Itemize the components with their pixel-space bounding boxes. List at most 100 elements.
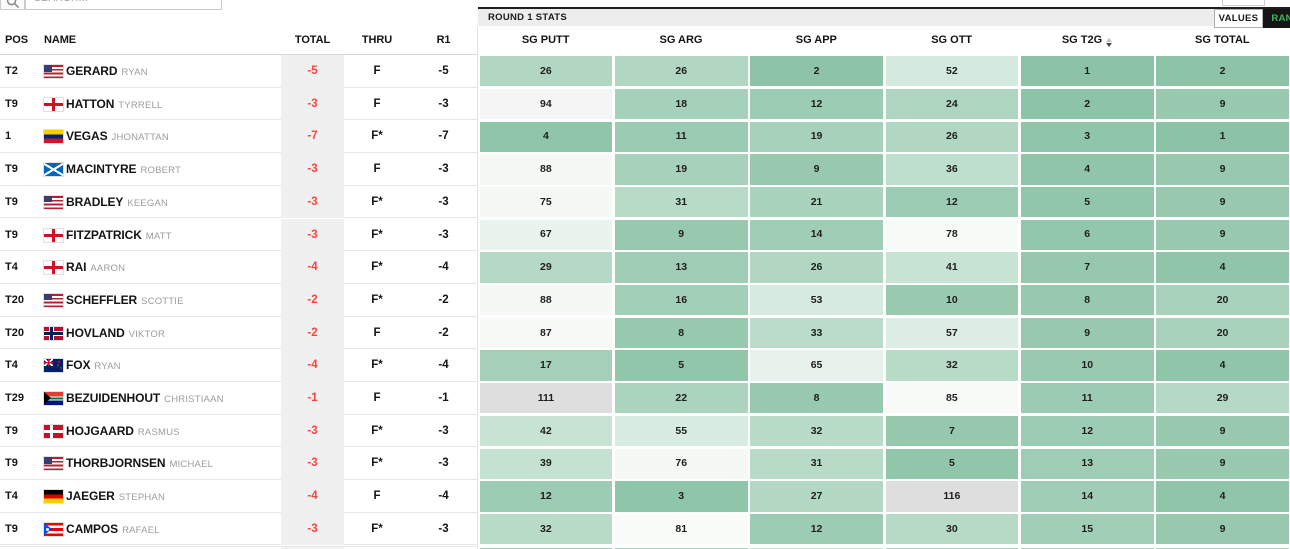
table-row[interactable]: T4 FOX RYAN -4 F* -4 17 5 65 32 10 4 [0,349,1290,382]
total-score: -4 [281,251,344,284]
player-name[interactable]: THORBJORNSEN MICHAEL [66,447,213,482]
player-last-name: BRADLEY [66,194,124,209]
stat-cell: 36 [885,154,1019,185]
stat-cell: 11 [1020,383,1154,414]
table-row[interactable]: T4 RAI AARON -4 F* -4 29 13 26 41 7 4 [0,251,1290,284]
stat-cell: 32 [750,415,883,447]
total-score: -3 [281,185,344,219]
name-column-header[interactable]: NAME [44,34,76,46]
stat-cell: 52 [885,56,1019,87]
stat-cell: 9 [1156,513,1289,545]
stat-cell: 26 [750,252,883,283]
position: T20 [5,293,24,306]
round1-score: -3 [438,424,449,437]
search-input[interactable] [25,0,222,10]
table-row[interactable]: T9 BRADLEY KEEGAN -3 F* -3 75 31 21 12 5 9 [0,185,1290,221]
stat-cell: 88 [479,285,613,316]
table-row[interactable]: 1 VEGAS JHONATTAN -7 F* -7 4 11 19 26 3 1 [0,120,1290,155]
stat-cell: 21 [750,186,883,218]
stat-column-header-sg-total[interactable]: SG TOTAL [1155,26,1290,55]
table-row[interactable]: T29 BEZUIDENHOUT CHRISTIAAN -1 F -1 111 22 8 85 11… [0,382,1290,415]
position: T29 [5,392,24,404]
stat-cell: 22 [614,383,748,414]
table-row[interactable]: T9 CAMPOS RAFAEL -3 F* -3 32 81 12 30 15 9 [0,512,1290,548]
r1-column-header[interactable]: R1 [436,34,451,46]
ranks-tab[interactable]: RANKS [1263,9,1290,28]
flag-eng-icon [44,97,63,111]
player-name[interactable]: HOJGAARD RASMUS [66,415,180,450]
stat-cell: 11 [614,121,748,152]
player-name[interactable]: CAMPOS RAFAEL [66,513,160,548]
player-name[interactable]: GERARD RYAN [66,55,148,90]
stat-cell: 4 [1156,481,1289,512]
total-column-header[interactable]: TOTAL [294,34,331,46]
table-row[interactable]: T4 JAEGER STEPHAN -4 F -4 12 3 27 116 14 4 [0,480,1290,513]
stat-cell: 9 [1156,448,1289,479]
player-name[interactable]: BEZUIDENHOUT CHRISTIAAN [66,382,224,417]
thru-status: F* [371,359,383,372]
table-divider [477,26,478,549]
thru-status: F* [371,130,383,143]
stat-cell: 26 [885,121,1019,152]
player-name[interactable]: SCHEFFLER SCOTTIE [66,284,184,319]
player-first-name: KEEGAN [127,197,169,209]
stat-column-header-sg-app[interactable]: SG APP [749,26,884,55]
stat-cell: 53 [750,285,883,316]
player-name[interactable]: HOVLAND VIKTOR [66,317,165,352]
player-name[interactable]: JAEGER STEPHAN [66,480,165,515]
table-row[interactable]: T9 HOJGAARD RASMUS -3 F* -3 42 55 32 7 12 9 [0,414,1290,450]
total-score: -3 [281,153,344,186]
stat-cell: 9 [614,219,748,250]
sort-icon[interactable] [1106,38,1113,47]
table-row[interactable]: T20 SCHEFFLER SCOTTIE -2 F* -2 88 16 53 10 8 20 [0,283,1290,319]
table-row[interactable]: T20 HOVLAND VIKTOR -2 F -2 87 8 33 57 9 20 [0,316,1290,352]
player-name[interactable]: MACINTYRE ROBERT [66,153,181,188]
flag-sco-icon [44,163,63,177]
stat-cell: 9 [1156,219,1289,250]
table-row[interactable]: T9 FITZPATRICK MATT -3 F* -3 67 9 14 78 6 9 [0,218,1290,254]
stat-column-label: SG PUTT [521,34,570,46]
round1-score: -3 [438,195,449,208]
magnifier-glyph [6,0,19,9]
stat-cell: 67 [479,219,613,250]
round1-score: -7 [438,130,449,143]
stat-cell: 19 [614,154,748,185]
flag-pri-icon [44,522,63,536]
player-name[interactable]: HATTON TYRRELL [66,88,162,123]
stat-cell: 5 [885,448,1019,479]
player-last-name: FITZPATRICK [66,227,142,242]
stat-cell: 78 [885,219,1019,250]
stat-column-label: SG T2G [1061,34,1103,46]
player-name[interactable]: VEGAS JHONATTAN [66,120,169,155]
player-name[interactable]: FOX RYAN [66,349,121,384]
stat-header-row: SG PUTT SG ARG SG APP SG OTT SG T2G SG TOTAL [0,26,1290,55]
total-score: -3 [281,447,344,481]
thru-status: F* [371,522,383,535]
player-last-name: HOJGAARD [66,423,134,438]
flag-eng-icon [44,261,63,275]
pos-column-header[interactable]: POS [5,34,28,46]
stat-cell: 2 [1020,88,1154,120]
player-first-name: MATT [145,230,172,242]
table-row[interactable]: T9 THORBJORNSEN MICHAEL -3 F* -3 39 76 31 5 13 9 [0,447,1290,482]
stat-cell: 2 [1156,56,1289,87]
stat-cell: 8 [1020,285,1154,316]
stat-cell: 29 [1156,383,1289,414]
table-row[interactable]: T2 GERARD RYAN -5 F -5 26 26 2 52 1 2 [0,55,1290,88]
table-row[interactable]: T9 MACINTYRE ROBERT -3 F -3 88 19 9 36 4 9 [0,153,1290,186]
thru-column-header[interactable]: THRU [361,34,393,46]
search-icon[interactable] [0,0,25,10]
stat-column-header-sg-arg[interactable]: SG ARG [613,26,748,55]
player-name[interactable]: BRADLEY KEEGAN [66,186,168,221]
stat-cell: 1 [1156,121,1289,152]
stat-column-header-sg-t2g[interactable]: SG T2G [1019,26,1154,55]
stat-column-header-sg-putt[interactable]: SG PUTT [478,26,613,55]
stat-cell: 81 [614,513,748,545]
thru-status: F* [371,261,383,274]
table-row[interactable]: T9 HATTON TYRRELL -3 F -3 94 18 12 24 2 9 [0,87,1290,123]
stat-column-header-sg-ott[interactable]: SG OTT [884,26,1019,55]
player-name[interactable]: FITZPATRICK MATT [66,219,172,254]
player-first-name: MICHAEL [169,459,214,471]
player-name[interactable]: RAI AARON [66,251,125,286]
values-tab[interactable]: VALUES [1214,9,1263,28]
